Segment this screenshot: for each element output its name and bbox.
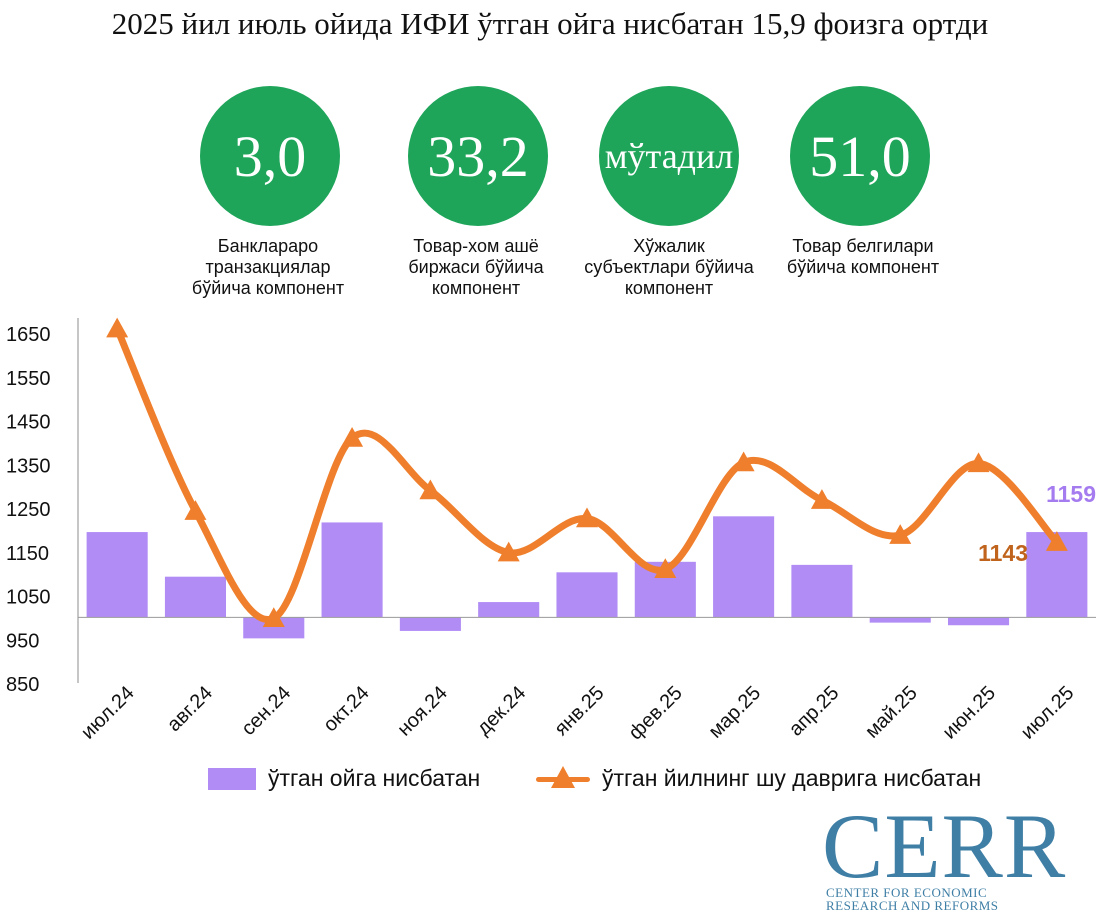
x-tick-label: фев.25	[625, 682, 687, 744]
x-tick-label: мар.25	[704, 682, 765, 743]
y-tick-label: 1150	[6, 543, 49, 565]
y-tick-label: 1250	[6, 499, 51, 521]
bar	[713, 516, 775, 618]
indicator-value: 33,2	[427, 123, 529, 189]
indicator-circle-trademarks: 51,0	[790, 86, 930, 226]
indicator-value: 3,0	[233, 123, 307, 189]
indicator-caption: Товар белгилари бўйича компонент	[786, 236, 940, 277]
bar	[243, 617, 305, 639]
line-marker	[576, 507, 598, 528]
bar	[321, 522, 383, 618]
line-marker	[106, 317, 129, 338]
logo-subtitle-line2: RESEARCH AND REFORMS	[826, 898, 999, 913]
legend-line-entry: ўтган йилнинг шу даврига нисбатан	[536, 765, 981, 792]
logo-wordmark: CERR	[822, 795, 1067, 897]
x-tick-label: сен.24	[237, 682, 295, 740]
bar	[791, 564, 853, 618]
x-tick-label: окт.24	[319, 682, 373, 736]
cerr-logo: CERR CENTER FOR ECONOMIC RESEARCH AND RE…	[822, 795, 1092, 912]
x-tick-label: янв.25	[550, 682, 608, 740]
y-tick-label: 850	[6, 674, 39, 696]
x-tick-label: май.25	[861, 682, 922, 743]
y-tick-label: 1450	[6, 412, 51, 434]
indicator-circle-commodity: 33,2	[408, 86, 548, 226]
indicator-caption: Хўжалик субъектлари бўйича компонент	[584, 236, 754, 298]
line-marker	[497, 541, 520, 562]
legend-bar-swatch	[208, 767, 256, 790]
indicator-value: мўтадил	[604, 136, 734, 176]
bar-value-label: 1159	[1046, 481, 1096, 507]
x-tick-label: дек.24	[473, 682, 531, 740]
bar	[399, 617, 461, 631]
x-tick-label: июн.25	[939, 682, 1001, 744]
chart-title: 2025 йил июль ойида ИФИ ўтган ойга нисба…	[111, 6, 989, 41]
y-tick-label: 1550	[6, 368, 51, 390]
legend-line-label: ўтган йилнинг шу даврига нисбатан	[602, 765, 982, 791]
line-marker	[1045, 531, 1068, 551]
x-tick-label: авг.24	[163, 682, 217, 736]
line-marker	[732, 451, 755, 472]
line-marker	[654, 558, 677, 579]
x-tick-label: апр.25	[785, 682, 844, 741]
y-tick-label: 1050	[6, 587, 51, 609]
line-marker	[341, 427, 364, 447]
legend-bar-label: ўтган ойга нисбатан	[268, 765, 481, 791]
logo-subtitle-line1: CENTER FOR ECONOMIC	[826, 885, 988, 900]
x-tick-label: июл.25	[1017, 682, 1079, 744]
legend-bar-entry: ўтган ойга нисбатан	[208, 765, 480, 792]
bar	[164, 576, 227, 618]
bar	[478, 602, 540, 618]
bar	[869, 617, 931, 623]
line-marker	[419, 479, 442, 500]
indicator-circle-interbank: 3,0	[200, 86, 340, 226]
indicator-value: 51,0	[809, 123, 911, 189]
y-tick-label: 1350	[6, 455, 51, 477]
indicator-circle-business: мўтадил	[599, 86, 739, 226]
line-value-label: 1143	[978, 540, 1028, 566]
x-tick-label: июл.24	[77, 682, 139, 744]
bar	[947, 617, 1010, 626]
y-tick-label: 1650	[6, 324, 51, 346]
bar	[86, 532, 148, 618]
legend-line-swatch	[536, 765, 590, 790]
line-marker	[967, 452, 990, 473]
x-tick-label: ноя.24	[393, 682, 452, 741]
line-marker	[889, 524, 912, 544]
y-tick-label: 950	[6, 630, 39, 652]
combo-chart: 850 950 1050 1150 1250 1350 1450 1550 1650 июл.24…	[6, 317, 1096, 744]
line-marker	[184, 500, 207, 520]
line-marker	[262, 607, 285, 628]
indicator-caption: Товар-хом ашё биржаси бўйича компонент	[408, 236, 544, 298]
indicator-caption: Банклараро транзакциялар бўйича компонен…	[191, 236, 345, 298]
bar	[556, 572, 618, 618]
line-marker	[810, 489, 833, 509]
